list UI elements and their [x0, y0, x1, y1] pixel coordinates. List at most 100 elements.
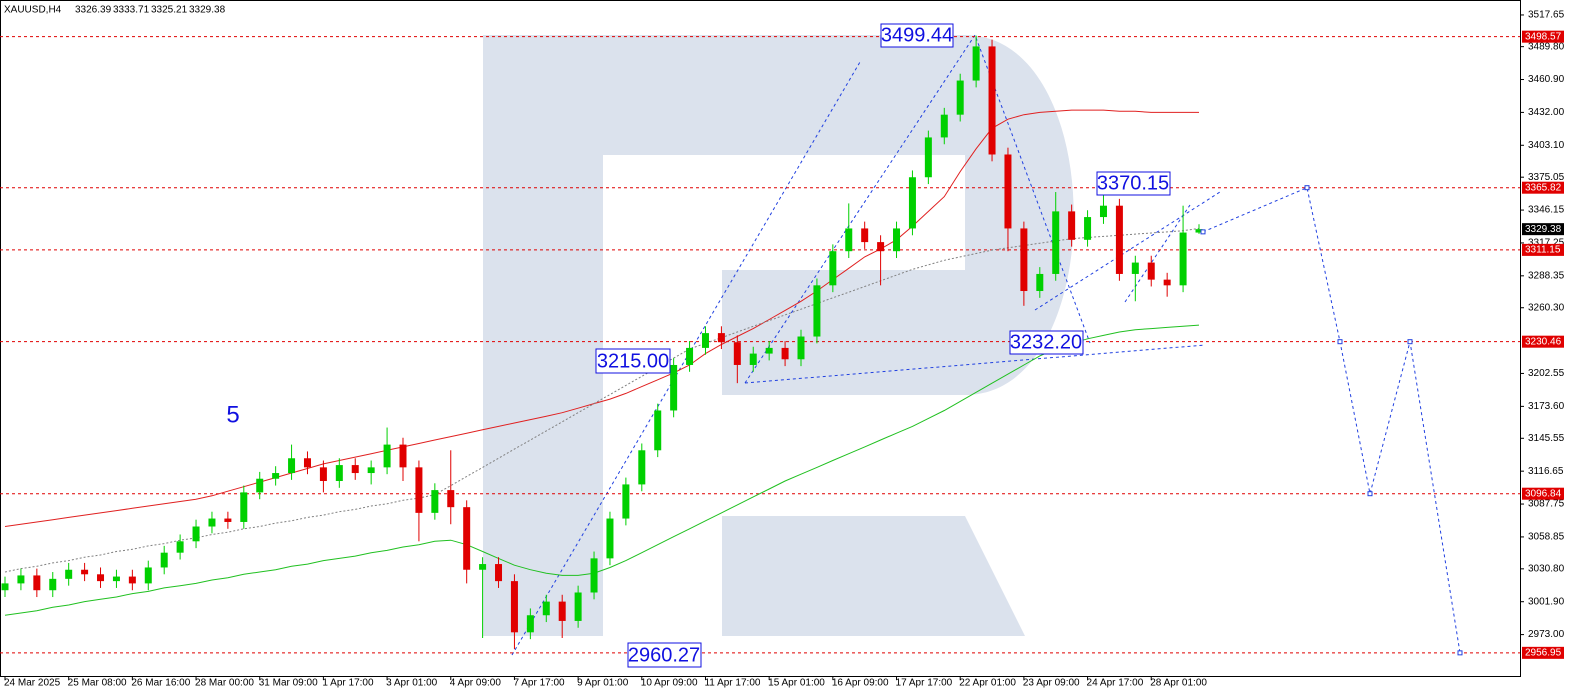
candle-body — [749, 353, 757, 365]
candle-body — [1163, 279, 1171, 286]
candle-body — [256, 478, 264, 493]
level-label-box — [1522, 243, 1564, 256]
candle-body — [288, 458, 296, 474]
y-tick-label: 3260.30 — [1528, 302, 1565, 313]
candle-body — [431, 490, 439, 513]
y-tick-label: 3432.00 — [1528, 107, 1565, 118]
candle-body — [717, 333, 725, 343]
candle-body — [415, 467, 423, 513]
wave-label-box — [880, 23, 954, 48]
axes: 3517.65 3489.80 3460.90 3432.00 3403.10 3375.… — [4, 10, 1565, 689]
x-tick-label: 25 Mar 08:00 — [68, 678, 127, 689]
candle-body — [622, 484, 630, 519]
level-label-box — [1522, 646, 1564, 659]
wave-label: 2960.27 — [628, 644, 700, 666]
header-open: 3326.39 — [75, 5, 112, 16]
candle-body — [686, 347, 694, 365]
wave-count: 5 — [226, 401, 239, 428]
forecast-point — [1457, 650, 1463, 656]
candle-body — [510, 581, 518, 633]
candle-body — [208, 518, 216, 527]
moving-average — [4, 227, 1200, 573]
plot-frame — [0, 0, 1521, 677]
candle-body — [542, 601, 550, 616]
x-tick-label: 23 Apr 09:00 — [1023, 678, 1080, 689]
x-tick-label: 1 Apr 17:00 — [322, 678, 374, 689]
candle-body — [988, 46, 996, 155]
x-tick-label: 24 Apr 17:00 — [1087, 678, 1144, 689]
x-tick-label: 22 Apr 01:00 — [959, 678, 1016, 689]
forecast — [1200, 185, 1463, 656]
candle-body — [144, 567, 152, 584]
wave-label: 3232.20 — [1010, 331, 1082, 353]
x-tick-label: 11 Apr 17:00 — [704, 678, 760, 689]
x-tick-label: 28 Apr 01:00 — [1150, 678, 1207, 689]
last-price-box — [1522, 223, 1564, 236]
candle-body — [272, 473, 280, 479]
moving-average — [4, 109, 1199, 527]
forecast-point — [1407, 339, 1413, 345]
candle-body — [128, 576, 136, 584]
candle-body — [956, 80, 964, 115]
x-tick-label: 24 Mar 2025 — [4, 678, 61, 689]
candle-body — [861, 228, 869, 243]
watermark-r — [483, 35, 1074, 636]
y-tick-label: 3145.55 — [1528, 433, 1565, 444]
candle-body — [192, 526, 200, 542]
candle-body — [383, 444, 391, 468]
candle-body — [781, 347, 789, 360]
wave-line — [744, 33, 1091, 384]
forecast-point — [1367, 491, 1373, 497]
candle-body — [176, 541, 184, 553]
forecast-point — [1337, 339, 1343, 345]
x-tick-label: 28 Mar 00:00 — [195, 678, 254, 689]
header-symbol: XAUUSD,H4 — [4, 5, 62, 16]
wave-label-box — [1009, 330, 1084, 355]
candle-body — [1052, 211, 1060, 274]
candle-body — [670, 364, 678, 411]
candle-body — [463, 507, 471, 570]
candle-body — [335, 465, 343, 482]
candle-body — [1036, 273, 1044, 292]
wave-labels: 3499.44 3370.15 3215.00 3232.20 2960.27 — [595, 23, 1171, 668]
candle-body — [924, 137, 932, 178]
x-tick-label: 10 Apr 09:00 — [641, 678, 698, 689]
wave-lines — [511, 33, 1221, 656]
candle-body — [654, 410, 662, 451]
level-label-box — [1522, 487, 1564, 500]
candle-body — [447, 490, 455, 508]
candle-body — [574, 592, 582, 621]
candle-body — [303, 458, 311, 468]
candle-body — [97, 574, 105, 582]
candle-body — [65, 569, 73, 579]
level-label: 2956.95 — [1525, 647, 1562, 658]
candle-body — [49, 578, 57, 591]
y-tick-label: 3460.90 — [1528, 74, 1565, 85]
x-tick-label: 17 Apr 17:00 — [896, 678, 953, 689]
y-tick-label: 3202.55 — [1528, 368, 1565, 379]
candle-body — [829, 251, 837, 286]
candle-body — [940, 114, 948, 138]
x-tick-label: 26 Mar 16:00 — [131, 678, 190, 689]
candle-body — [1099, 205, 1107, 218]
candle-body — [797, 336, 805, 360]
levels — [0, 36, 1520, 654]
level-label: 3498.57 — [1525, 31, 1562, 42]
candle-body — [526, 615, 534, 633]
y-tick-label: 3317.25 — [1528, 238, 1565, 249]
candle-body — [638, 450, 646, 485]
y-tick-label: 3087.75 — [1528, 499, 1565, 510]
candle-body — [33, 575, 41, 591]
wave-line — [1124, 204, 1191, 303]
x-tick-label: 16 Apr 09:00 — [832, 678, 889, 689]
candle-body — [972, 46, 980, 81]
candle-body — [224, 518, 232, 522]
y-tick-label: 3517.65 — [1528, 10, 1565, 21]
y-tick-label: 3001.90 — [1528, 596, 1565, 607]
wave-label-box — [595, 348, 671, 374]
forecast-point — [1304, 185, 1310, 191]
candle-body — [1, 583, 9, 591]
candle-body — [240, 492, 248, 522]
x-tick-label: 15 Apr 01:00 — [768, 678, 825, 689]
